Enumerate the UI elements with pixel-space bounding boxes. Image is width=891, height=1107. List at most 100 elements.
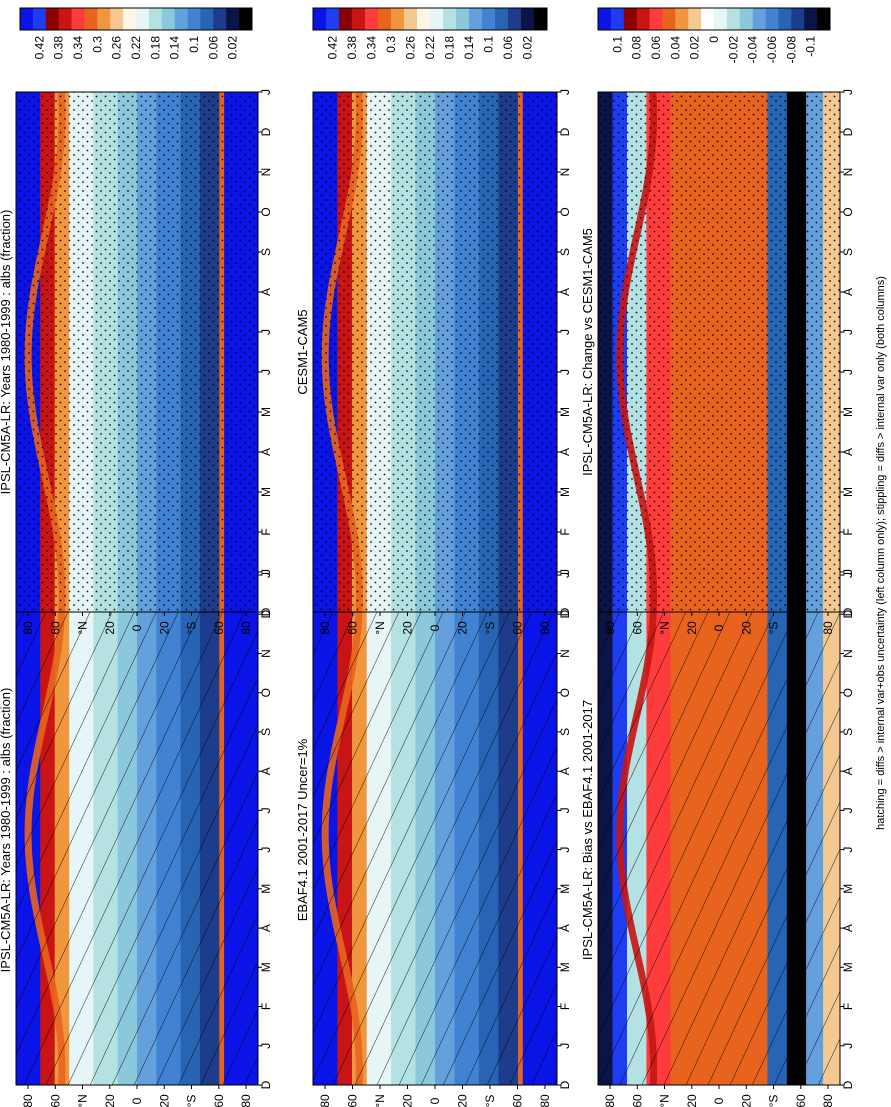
colorbar-swatch — [239, 8, 253, 30]
colorbar-swatch — [688, 8, 702, 30]
y-tick-label: 80 — [318, 1094, 332, 1107]
panel-p5: D J F M A M J J A S O N D J 80 60 °N 20 0 20 °S 60 80 IPSL-CM5A… — [580, 537, 855, 1107]
colorbar-swatch — [804, 8, 818, 30]
x-tick-label: J — [841, 89, 855, 95]
colorbar-swatch — [32, 8, 47, 30]
colorbar-swatch — [817, 8, 831, 30]
x-tick-label: M — [841, 407, 855, 417]
colorbar-swatch — [161, 8, 175, 30]
x-tick-label: J — [259, 807, 273, 813]
colorbar-swatch — [200, 8, 214, 30]
y-tick-label: 20 — [401, 621, 415, 635]
y-tick-label: 80 — [239, 621, 253, 635]
y-tick-label: 80 — [21, 1094, 35, 1107]
y-tick-label: 20 — [157, 1094, 171, 1107]
y-tick-label: 60 — [630, 621, 644, 635]
y-tick-label: °N — [373, 1094, 387, 1107]
colorbar-label: -0.04 — [746, 36, 760, 64]
x-tick-label: J — [259, 369, 273, 375]
colorbar-frame — [597, 7, 831, 31]
x-tick-label: A — [558, 924, 572, 932]
x-tick-label: O — [259, 688, 273, 697]
x-tick-label: M — [259, 962, 273, 972]
y-tick-label: 20 — [103, 1094, 117, 1107]
x-tick-label: O — [841, 207, 855, 216]
x-tick-label: D — [841, 610, 855, 619]
hatching-overlay — [598, 575, 840, 1085]
colorbar-swatch — [391, 8, 405, 30]
y-tick-label: °N — [658, 621, 672, 634]
colorbar-swatch — [430, 8, 444, 30]
x-tick-label: M — [558, 407, 572, 417]
x-tick-label: J — [841, 369, 855, 375]
colorbar-swatch — [417, 8, 431, 30]
y-tick-label: 80 — [239, 1094, 253, 1107]
colorbar-swatch — [636, 8, 650, 30]
colorbar-swatch — [726, 8, 741, 30]
colorbar-label: 0.14 — [168, 36, 182, 60]
panel-p6: D J F M A M J J A S O N D J 80 60 °N 20 0 20 °S 60 80 IPSL-CM5A… — [580, 7, 855, 635]
x-tick-label: J — [259, 89, 273, 95]
y-tick-label: °S — [483, 1095, 497, 1107]
x-tick-label: J — [841, 329, 855, 335]
x-tick-label: J — [558, 572, 572, 578]
x-tick-label: J — [558, 89, 572, 95]
x-tick-label: S — [558, 728, 572, 736]
colorbar-label: 0.02 — [688, 36, 702, 60]
y-tick-label: 0 — [130, 624, 144, 631]
colorbar-label: 0.26 — [110, 36, 124, 60]
stippling-overlay — [16, 92, 258, 612]
y-tick-label: 20 — [685, 621, 699, 635]
colorbar-label: -0.1 — [804, 36, 818, 57]
colorbar-label: 0.42 — [32, 36, 46, 60]
x-tick-label: F — [841, 528, 855, 535]
y-tick-label: 80 — [538, 621, 552, 635]
x-tick-label: A — [841, 448, 855, 456]
x-tick-label: A — [841, 288, 855, 296]
x-tick-label: A — [558, 448, 572, 456]
x-tick-label: N — [841, 649, 855, 658]
x-tick-label: J — [259, 569, 273, 575]
colorbar-swatch — [20, 8, 34, 30]
x-tick-label: J — [558, 329, 572, 335]
colorbar-label: 0.06 — [206, 36, 220, 60]
colorbar-label: 0.3 — [90, 36, 104, 53]
y-tick-label: 20 — [456, 1094, 470, 1107]
colorbar-swatch — [226, 8, 240, 30]
colorbar-label: 0.1 — [482, 36, 496, 53]
colorbar-swatch — [326, 8, 340, 30]
colorbar-label: 0.14 — [462, 36, 476, 60]
panel-title: IPSL-CM5A-LR: Bias vs EBAF4.1 2001-2017 — [580, 700, 595, 960]
colorbar-swatch — [339, 8, 353, 30]
colorbar-swatch — [534, 8, 548, 30]
colorbar-swatch — [187, 8, 201, 30]
colorbar-label: 0.22 — [129, 36, 143, 60]
x-tick-label: O — [259, 207, 273, 216]
panel-p1: D J F M A M J J A S O N D J 80 60 °N 20 0 20 °S 60 80 IPSL-CM5A… — [0, 537, 273, 1107]
y-tick-label: 20 — [157, 621, 171, 635]
x-tick-label: F — [558, 1003, 572, 1010]
y-tick-label: 0 — [130, 1097, 144, 1104]
colorbar-label: 0 — [707, 36, 721, 43]
x-tick-label: D — [558, 610, 572, 619]
colorbar-swatch — [521, 8, 535, 30]
colorbar-label: 0.02 — [521, 36, 535, 60]
panel-title: EBAF4.1 2001-2017 Uncer=1% — [295, 738, 310, 921]
colorbar-label: -0.06 — [765, 36, 779, 64]
x-tick-label: D — [259, 610, 273, 619]
colorbar-label: 0.42 — [326, 36, 340, 60]
colorbar-label: 0.3 — [384, 36, 398, 53]
y-tick-label: 80 — [21, 621, 35, 635]
y-tick-label: °N — [373, 621, 387, 634]
x-tick-label: O — [841, 688, 855, 697]
hatching-overlay — [16, 575, 258, 1085]
colorbar-swatch — [675, 8, 689, 30]
x-tick-label: O — [558, 688, 572, 697]
x-tick-label: S — [259, 728, 273, 736]
x-tick-label: D — [841, 607, 855, 616]
x-tick-label: J — [841, 1043, 855, 1049]
y-tick-label: 20 — [739, 1094, 753, 1107]
colorbar-swatch — [174, 8, 188, 30]
y-tick-label: 0 — [428, 624, 442, 631]
x-tick-label: N — [558, 168, 572, 177]
